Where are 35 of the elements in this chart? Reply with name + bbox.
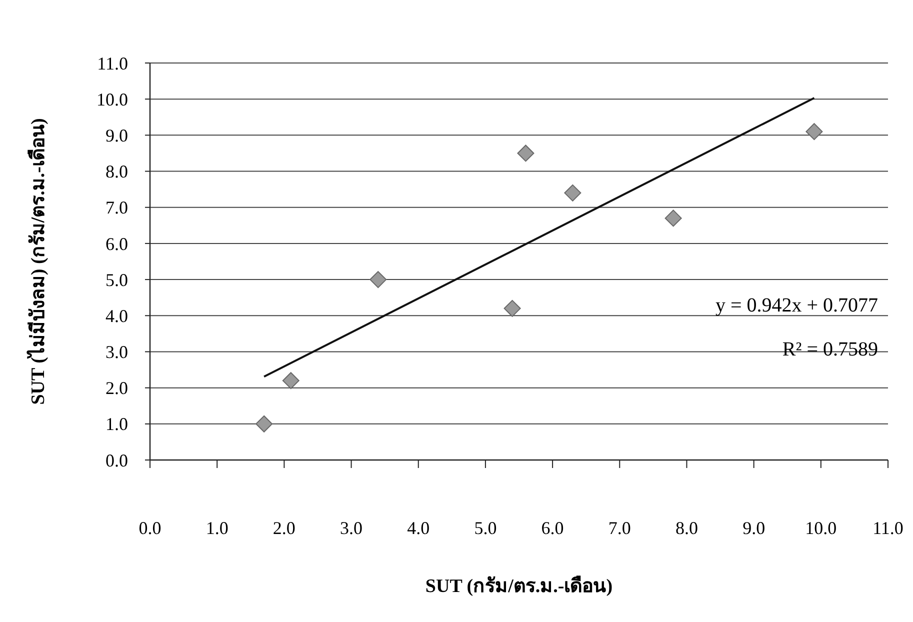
y-tick-label: 4.0 xyxy=(106,306,128,326)
point xyxy=(504,300,521,317)
x-tick-label: 5.0 xyxy=(474,518,497,538)
y-tick-label: 7.0 xyxy=(106,198,128,218)
point xyxy=(664,210,682,227)
y-tick-label: 11.0 xyxy=(97,53,128,74)
point xyxy=(806,123,823,140)
x-tick-label: 6.0 xyxy=(541,518,564,538)
x-tick-label: 7.0 xyxy=(608,518,631,538)
point xyxy=(256,415,273,432)
x-axis-title: SUT (กรัม/ตร.ม.-เดือน) xyxy=(425,575,613,597)
x-tick-label: 2.0 xyxy=(272,518,296,538)
annotation: y = 0.942x + 0.7077 xyxy=(715,294,878,317)
y-tick-label: 2.0 xyxy=(106,378,128,398)
x-tick-label: 1.0 xyxy=(206,518,228,538)
point xyxy=(564,184,582,202)
x-tick-label: 3.0 xyxy=(340,518,363,538)
point xyxy=(517,144,534,162)
point xyxy=(370,271,387,288)
y-tick-label: 8.0 xyxy=(106,162,128,182)
point xyxy=(282,372,300,390)
y-tick-label: 3.0 xyxy=(106,342,128,362)
x-tick-label: 11.0 xyxy=(872,518,904,538)
y-tick-label: 10.0 xyxy=(96,89,128,110)
y-tick-label: 6.0 xyxy=(106,234,128,254)
x-tick-label: 10.0 xyxy=(805,518,837,538)
y-tick-label: 0.0 xyxy=(106,450,128,470)
x-tick-label: 9.0 xyxy=(742,518,766,538)
x-tick-label: 0.0 xyxy=(138,518,162,538)
y-tick-label: 9.0 xyxy=(106,125,128,146)
y-tick-label: 5.0 xyxy=(106,270,128,290)
x-tick-label: 4.0 xyxy=(407,518,430,538)
y-axis-title: SUT (ไม่มีบังลม) (กรัม/ตร.ม.-เดือน) xyxy=(26,118,49,405)
y-tick-label: 1.0 xyxy=(106,414,128,434)
x-tick-label: 8.0 xyxy=(675,518,698,538)
